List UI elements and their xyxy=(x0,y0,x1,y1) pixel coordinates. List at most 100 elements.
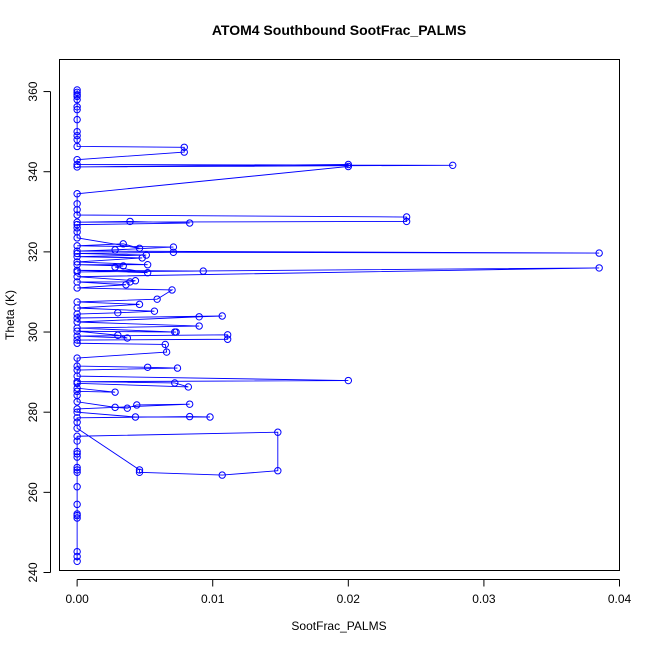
data-point xyxy=(111,388,119,396)
data-point xyxy=(173,364,182,372)
data-point xyxy=(111,263,119,271)
data-point xyxy=(218,312,226,320)
data-point xyxy=(73,88,81,97)
data-point xyxy=(73,95,81,104)
data-point xyxy=(126,278,134,286)
y-tick-label: 260 xyxy=(26,482,40,502)
x-tick-label: 0.03 xyxy=(472,592,496,606)
y-axis: 240 260 280 300 320 340 360 xyxy=(26,81,51,583)
data-point xyxy=(344,376,353,385)
data-point xyxy=(73,190,81,198)
data-point xyxy=(73,387,81,396)
data-point xyxy=(73,258,81,266)
data-point xyxy=(150,307,159,315)
data-point xyxy=(73,366,81,374)
data-point xyxy=(223,335,232,343)
data-point xyxy=(73,466,81,474)
data-point xyxy=(274,467,282,475)
data-point xyxy=(73,483,81,491)
data-point xyxy=(73,86,81,94)
data-point xyxy=(143,261,152,269)
data-point xyxy=(119,262,127,270)
data-point xyxy=(73,514,81,522)
data-point xyxy=(73,218,81,226)
data-point xyxy=(73,418,81,426)
data-point xyxy=(73,266,81,275)
data-point xyxy=(73,318,81,326)
data-point xyxy=(123,334,132,342)
data-point xyxy=(199,267,207,275)
data-point xyxy=(180,143,188,151)
data-point xyxy=(73,91,81,99)
data-point xyxy=(73,220,81,229)
data-point xyxy=(131,413,140,421)
data-point xyxy=(274,428,282,436)
data-point xyxy=(169,248,178,256)
data-point xyxy=(73,339,81,347)
data-point xyxy=(73,252,81,261)
data-point xyxy=(73,200,81,208)
data-point xyxy=(73,332,81,340)
x-tick-label: 0.00 xyxy=(65,592,89,606)
data-point xyxy=(344,160,353,169)
data-point xyxy=(73,468,81,477)
data-point xyxy=(161,340,169,349)
y-tick-label: 240 xyxy=(26,562,40,582)
data-point xyxy=(73,103,81,111)
data-point xyxy=(135,468,144,477)
data-point xyxy=(73,135,81,144)
data-point xyxy=(73,261,81,269)
data-point xyxy=(73,437,81,445)
data-point xyxy=(73,163,81,171)
data-point xyxy=(73,160,81,169)
plot-frame xyxy=(59,59,620,571)
data-point xyxy=(169,243,178,251)
y-tick-label: 360 xyxy=(26,81,40,101)
data-point xyxy=(180,148,188,156)
data-point xyxy=(73,242,81,250)
data-point xyxy=(344,162,353,171)
data-point xyxy=(73,557,81,565)
data-point xyxy=(143,363,152,371)
data-point xyxy=(171,379,179,387)
data-point xyxy=(73,450,81,458)
data-point xyxy=(73,362,81,370)
data-point xyxy=(153,295,161,303)
data-point xyxy=(73,510,81,518)
data-point xyxy=(595,249,603,257)
data-point xyxy=(131,277,140,285)
data-point xyxy=(126,217,134,226)
data-point xyxy=(73,278,81,286)
data-point xyxy=(73,500,81,509)
data-point xyxy=(73,547,81,556)
y-axis-label: Theta (K) xyxy=(3,290,17,340)
data-point xyxy=(73,463,81,472)
data-point xyxy=(73,314,81,322)
chart-title: ATOM4 Southbound SootFrac_PALMS xyxy=(212,22,466,38)
data-point xyxy=(135,244,144,252)
data-point xyxy=(73,105,81,114)
data-point xyxy=(449,161,457,170)
x-axis-label: SootFrac_PALMS xyxy=(291,619,386,633)
x-tick-label: 0.04 xyxy=(608,592,632,606)
data-point xyxy=(73,247,81,255)
x-tick-label: 0.02 xyxy=(337,592,361,606)
data-point xyxy=(218,471,226,479)
data-point xyxy=(73,249,81,258)
data-point xyxy=(206,413,214,421)
data-point xyxy=(73,414,81,422)
data-point xyxy=(73,354,81,362)
data-point xyxy=(135,300,144,309)
data-point xyxy=(73,378,81,386)
data-point xyxy=(402,217,411,226)
data-point xyxy=(73,156,81,164)
y-tick-label: 340 xyxy=(26,161,40,181)
y-tick-label: 300 xyxy=(26,322,40,342)
data-point xyxy=(73,298,81,306)
data-point xyxy=(162,348,171,356)
data-point xyxy=(73,408,81,416)
data-point xyxy=(73,447,81,456)
data-point xyxy=(73,127,81,136)
data-point xyxy=(114,331,122,339)
